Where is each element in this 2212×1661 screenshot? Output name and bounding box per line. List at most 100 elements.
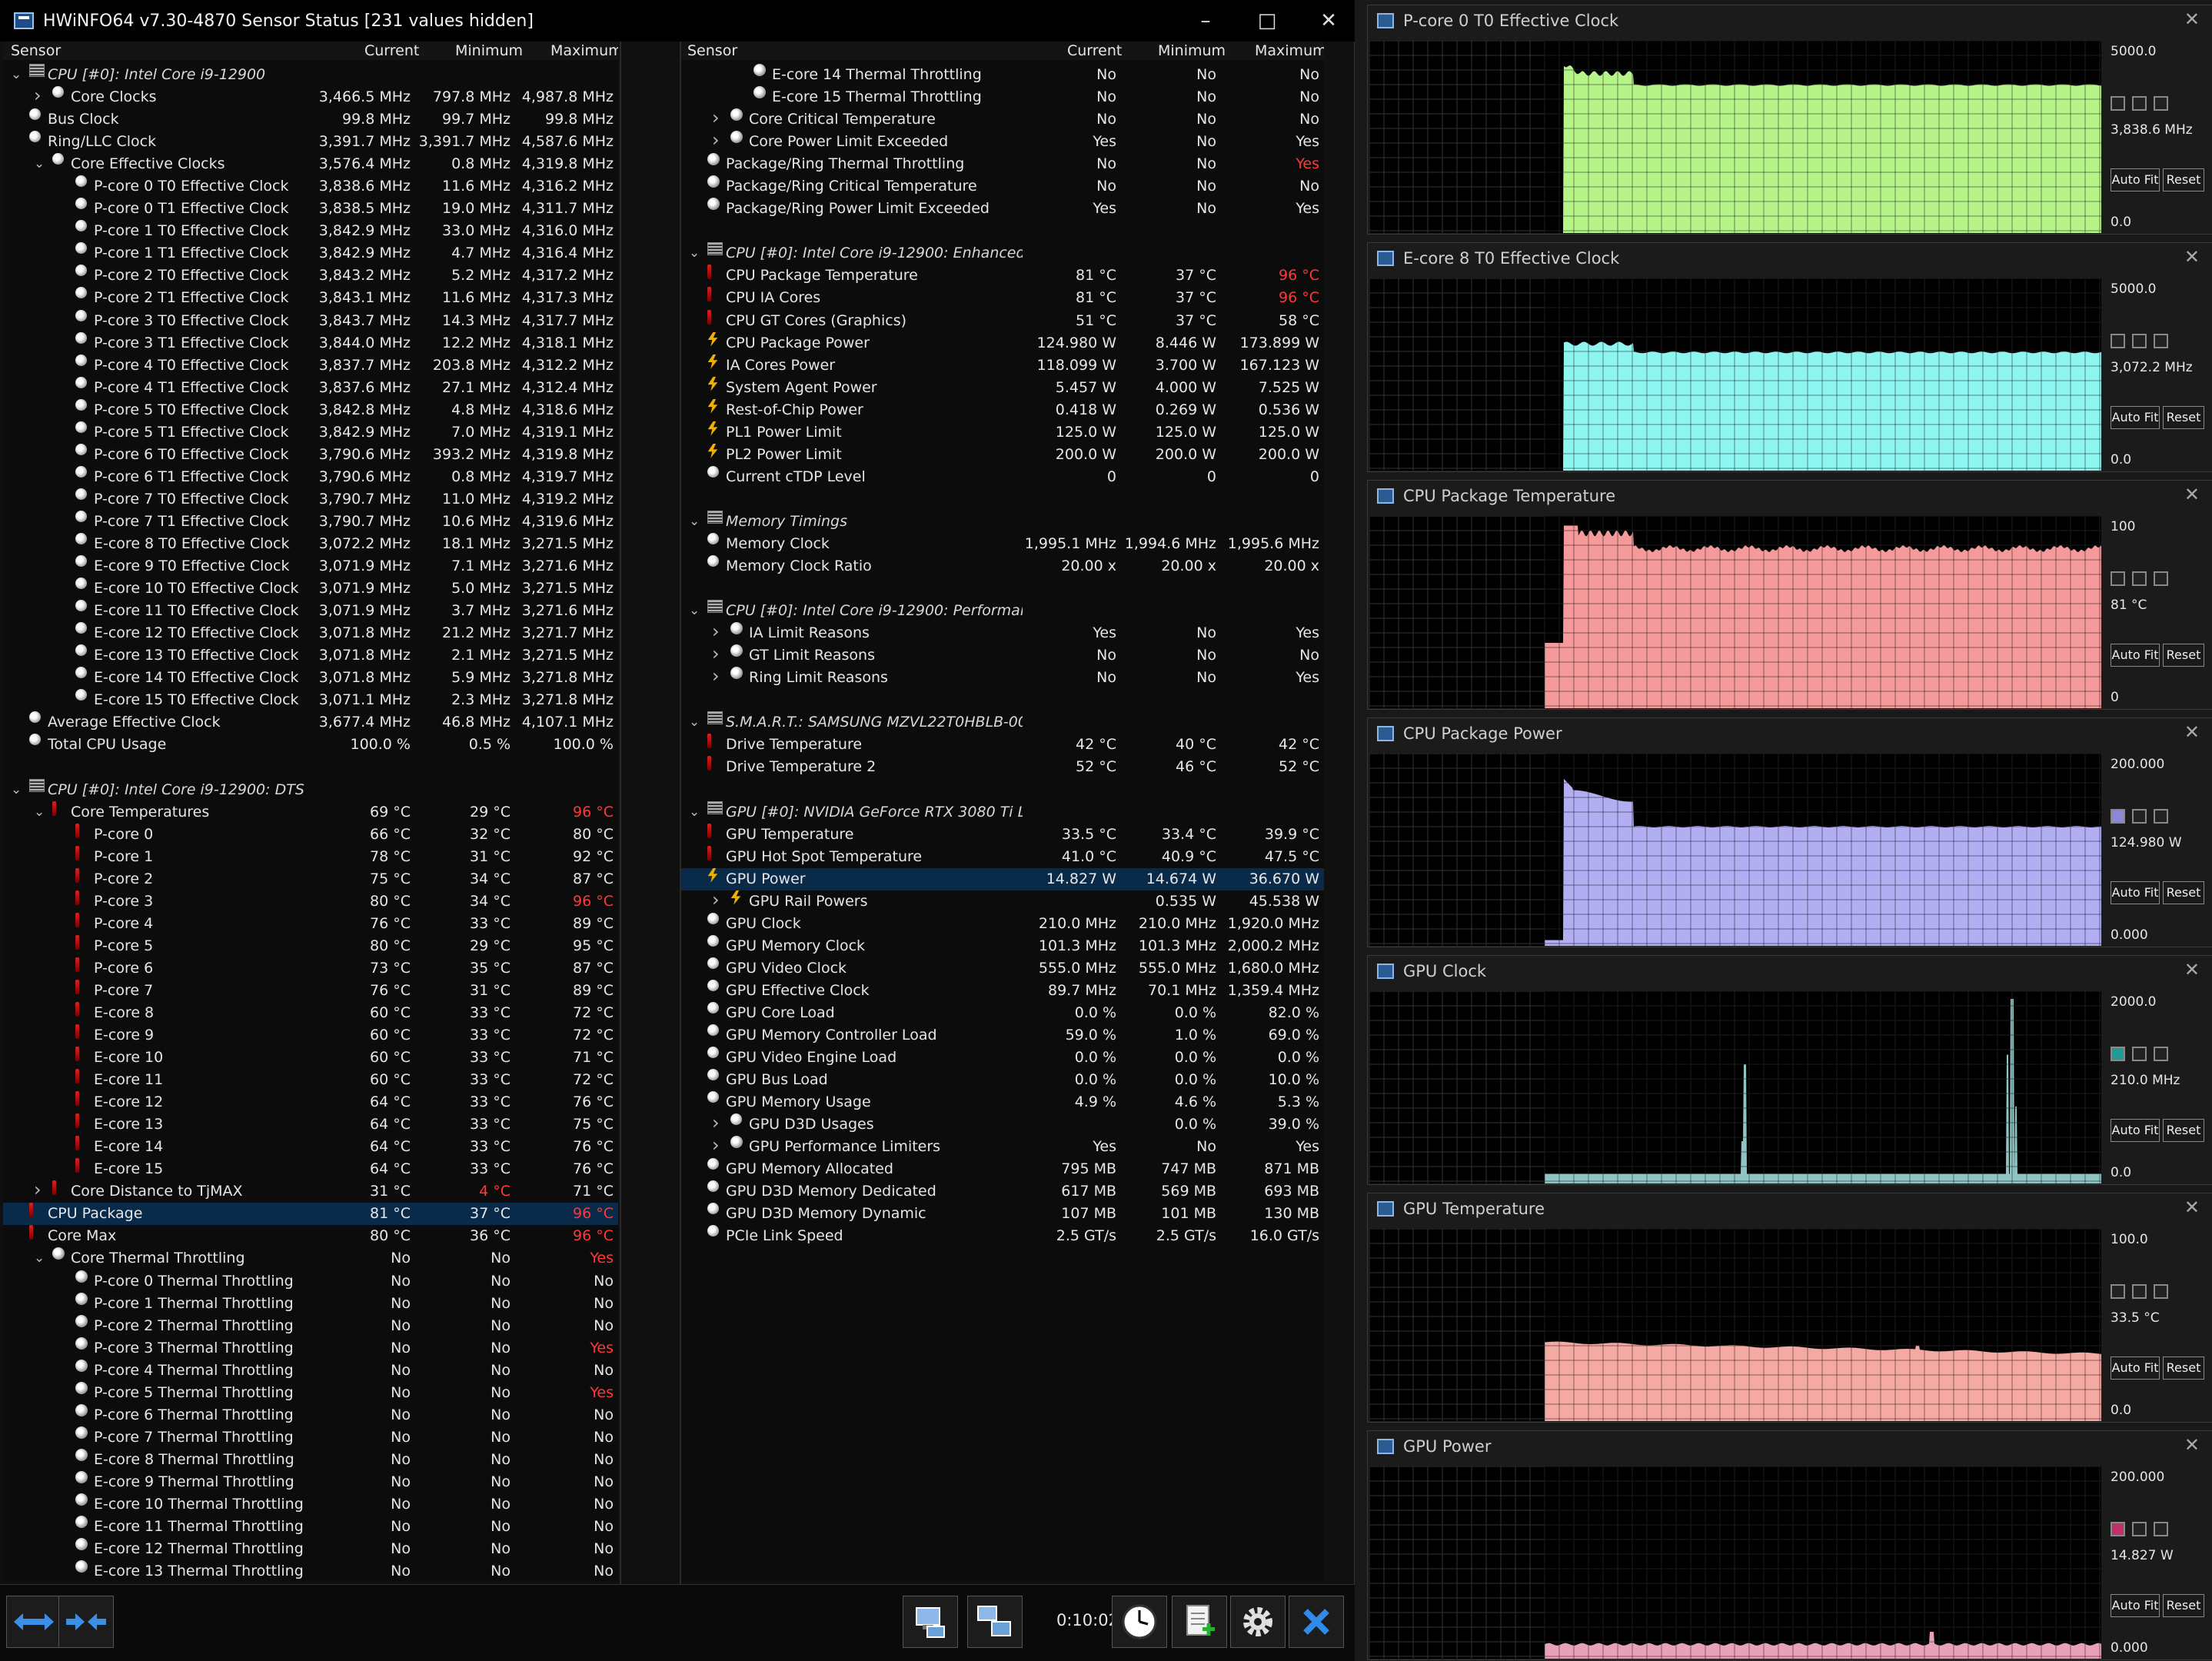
sensor-group-row[interactable]: ⌄ CPU [#0]: Intel Core i9-12900: Enhanced xyxy=(681,242,1324,265)
sensor-row[interactable]: GPU Effective Clock 89.7 MHz 70.1 MHz 1,359… xyxy=(681,979,1324,1002)
sensor-row[interactable]: P-core 2 Thermal Throttling No No No xyxy=(3,1314,618,1337)
sensor-row[interactable]: Core Max 80 °C 36 °C 96 °C xyxy=(3,1225,618,1247)
sensor-row[interactable]: › IA Limit Reasons Yes No Yes xyxy=(681,621,1324,644)
sensor-row[interactable]: P-core 6 73 °C 35 °C 87 °C xyxy=(3,957,618,980)
sensor-row[interactable]: E-core 11 60 °C 33 °C 72 °C xyxy=(3,1069,618,1091)
sensor-row[interactable]: P-core 1 T0 Effective Clock 3,842.9 MHz 33… xyxy=(3,220,618,242)
sensor-row[interactable]: P-core 5 80 °C 29 °C 95 °C xyxy=(3,934,618,957)
graph-window[interactable]: E-core 8 T0 Effective Clock ✕ 5000.0 3,072.… xyxy=(1367,242,2212,472)
sensor-row[interactable]: E-core 13 64 °C 33 °C 75 °C xyxy=(3,1113,618,1136)
collapse-chevron-icon[interactable]: ⌄ xyxy=(11,67,22,82)
sensor-row[interactable]: P-core 0 T1 Effective Clock 3,838.5 MHz 19… xyxy=(3,198,618,220)
graph-window[interactable]: P-core 0 T0 Effective Clock ✕ 5000.0 3,838.… xyxy=(1367,5,2212,235)
sensor-row[interactable]: GPU Memory Controller Load 59.0 % 1.0 % 69.… xyxy=(681,1024,1324,1047)
sensor-row[interactable]: Package/Ring Power Limit Exceeded Yes No Ye… xyxy=(681,198,1324,220)
sensor-row[interactable]: IA Cores Power 118.099 W 3.700 W 167.123 W xyxy=(681,354,1324,377)
sensor-row[interactable]: › GPU Performance Limiters Yes No Yes xyxy=(681,1134,1324,1158)
graph-color-swatch[interactable] xyxy=(2111,571,2125,586)
sensor-row[interactable]: P-core 1 T1 Effective Clock 3,842.9 MHz 4.… xyxy=(3,242,618,265)
sensor-row[interactable]: PL2 Power Limit 200.0 W 200.0 W 200.0 W xyxy=(681,443,1324,466)
sensor-row[interactable]: GPU D3D Memory Dedicated 617 MB 569 MB 693 … xyxy=(681,1180,1324,1203)
sensor-group-row[interactable]: ⌄ S.M.A.R.T.: SAMSUNG MZVL22T0HBLB-00B0..… xyxy=(681,711,1324,734)
graph-window[interactable]: CPU Package Temperature ✕ 100 81 °C Auto Fit… xyxy=(1367,480,2212,710)
reset-button[interactable]: Reset xyxy=(2163,644,2204,667)
sensor-row[interactable]: › GPU Rail Powers 0.535 W 45.538 W xyxy=(681,889,1324,913)
sensor-row[interactable]: E-core 10 Thermal Throttling No No No xyxy=(3,1493,618,1516)
graph-option-checkbox[interactable] xyxy=(2132,334,2147,348)
sensor-row[interactable]: Total CPU Usage 100.0 % 0.5 % 100.0 % xyxy=(3,734,618,756)
sensor-row[interactable]: P-core 6 T1 Effective Clock 3,790.6 MHz 0.… xyxy=(3,465,618,488)
expand-arrows-button[interactable] xyxy=(6,1596,62,1648)
sensor-row[interactable]: P-core 2 T0 Effective Clock 3,843.2 MHz 5.… xyxy=(3,265,618,287)
sensor-row[interactable]: ⌄ Core Temperatures 69 °C 29 °C 96 °C xyxy=(3,801,618,824)
graph-window[interactable]: CPU Package Power ✕ 200.000 124.980 W Auto F… xyxy=(1367,717,2212,947)
sensor-row[interactable]: E-core 13 T0 Effective Clock 3,071.8 MHz 2… xyxy=(3,644,618,667)
graph-option-checkbox[interactable] xyxy=(2154,1047,2168,1061)
maximize-button[interactable]: □ xyxy=(1257,9,1277,32)
header-maximum[interactable]: Maximum xyxy=(551,42,618,59)
sensor-row[interactable]: P-core 3 T1 Effective Clock 3,844.0 MHz 12… xyxy=(3,331,618,355)
sensor-row[interactable]: E-core 14 64 °C 33 °C 76 °C xyxy=(3,1136,618,1158)
collapse-arrows-button[interactable] xyxy=(58,1596,114,1648)
network-button[interactable] xyxy=(903,1596,958,1648)
auto-fit-button[interactable]: Auto Fit xyxy=(2111,644,2160,667)
sensor-row[interactable]: E-core 14 Thermal Throttling No No No xyxy=(681,64,1324,86)
sensor-row[interactable]: Package/Ring Thermal Throttling No No Yes xyxy=(681,153,1324,175)
collapse-chevron-icon[interactable]: ⌄ xyxy=(689,245,700,261)
sensor-row[interactable]: GPU Hot Spot Temperature 41.0 °C 40.9 °C 47… xyxy=(681,845,1324,868)
sensor-row[interactable]: P-core 3 80 °C 34 °C 96 °C xyxy=(3,890,618,913)
sensor-row[interactable]: P-core 3 T0 Effective Clock 3,843.7 MHz 14… xyxy=(3,309,618,332)
sensor-list-left[interactable]: Sensor Current Minimum Maximum ⌄ CPU [#0]… xyxy=(3,42,618,1581)
sensor-row[interactable]: P-core 4 T1 Effective Clock 3,837.6 MHz 27… xyxy=(3,376,618,399)
sensor-row[interactable]: E-core 10 60 °C 33 °C 71 °C xyxy=(3,1047,618,1069)
expand-chevron-icon[interactable]: › xyxy=(712,107,720,129)
sensor-row[interactable]: P-core 5 Thermal Throttling No No Yes xyxy=(3,1381,618,1404)
sensor-group-row[interactable]: ⌄ GPU [#0]: NVIDIA GeForce RTX 3080 Ti La… xyxy=(681,801,1324,824)
sensor-row[interactable]: CPU Package Power 124.980 W 8.446 W 173.899… xyxy=(681,331,1324,355)
sensor-row[interactable]: E-core 9 Thermal Throttling No No No xyxy=(3,1470,618,1493)
graph-close-icon[interactable]: ✕ xyxy=(2184,1197,2200,1218)
sensor-row[interactable]: GPU Clock 210.0 MHz 210.0 MHz 1,920.0 MHz xyxy=(681,912,1324,935)
graph-option-checkbox[interactable] xyxy=(2132,571,2147,586)
expand-chevron-icon[interactable]: › xyxy=(34,85,42,107)
graph-color-swatch[interactable] xyxy=(2111,1522,2125,1536)
sensor-row[interactable]: GPU Video Engine Load 0.0 % 0.0 % 0.0 % xyxy=(681,1047,1324,1069)
header-current[interactable]: Current xyxy=(364,42,420,59)
collapse-chevron-icon[interactable]: ⌄ xyxy=(689,513,700,529)
sensor-row[interactable]: System Agent Power 5.457 W 4.000 W 7.525 W xyxy=(681,376,1324,399)
sensor-group-row[interactable]: ⌄ Memory Timings xyxy=(681,510,1324,533)
graph-close-icon[interactable]: ✕ xyxy=(2184,8,2200,30)
graph-option-checkbox[interactable] xyxy=(2154,1284,2168,1299)
sensor-row[interactable]: ⌄ Core Effective Clocks 3,576.4 MHz 0.8 MHz… xyxy=(3,153,618,175)
reset-button[interactable]: Reset xyxy=(2163,1594,2204,1617)
sensor-row[interactable]: Memory Clock Ratio 20.00 x 20.00 x 20.00 x xyxy=(681,555,1324,578)
graph-color-swatch[interactable] xyxy=(2111,96,2125,111)
graph-option-checkbox[interactable] xyxy=(2132,1284,2147,1299)
expand-chevron-icon[interactable]: › xyxy=(712,621,720,643)
sensor-row[interactable]: › Core Critical Temperature No No No xyxy=(681,107,1324,131)
graph-option-checkbox[interactable] xyxy=(2132,96,2147,111)
sensor-row[interactable]: P-core 4 Thermal Throttling No No No xyxy=(3,1359,618,1382)
sensor-row[interactable]: › GT Limit Reasons No No No xyxy=(681,643,1324,667)
sensor-row[interactable]: P-core 5 T1 Effective Clock 3,842.9 MHz 7.… xyxy=(3,421,618,444)
sensor-row[interactable]: P-core 7 Thermal Throttling No No No xyxy=(3,1426,618,1449)
sensor-row[interactable]: E-core 8 T0 Effective Clock 3,072.2 MHz 18… xyxy=(3,532,618,555)
remote-button[interactable] xyxy=(967,1596,1023,1648)
sensor-row[interactable]: GPU Memory Allocated 795 MB 747 MB 871 MB xyxy=(681,1158,1324,1180)
settings-button[interactable] xyxy=(1230,1596,1286,1648)
sensor-row[interactable]: › Core Clocks 3,466.5 MHz 797.8 MHz 4,987.8 … xyxy=(3,85,618,108)
sensor-row[interactable]: P-core 7 T1 Effective Clock 3,790.7 MHz 10… xyxy=(3,510,618,533)
sensor-row[interactable]: › GPU D3D Usages 0.0 % 39.0 % xyxy=(681,1112,1324,1136)
sensor-row[interactable]: › Core Distance to TjMAX 31 °C 4 °C 71 °C xyxy=(3,1179,618,1203)
sensor-row[interactable]: GPU Video Clock 555.0 MHz 555.0 MHz 1,680.0… xyxy=(681,957,1324,980)
sensor-row[interactable]: GPU Power 14.827 W 14.674 W 36.670 W xyxy=(681,867,1324,890)
header-current[interactable]: Current xyxy=(1067,42,1123,59)
sensor-row[interactable]: Current cTDP Level 0 0 0 xyxy=(681,465,1324,488)
expand-chevron-icon[interactable]: › xyxy=(712,643,720,665)
sensor-row[interactable]: E-core 9 T0 Effective Clock 3,071.9 MHz 7.… xyxy=(3,555,618,578)
sensor-row[interactable]: P-core 0 Thermal Throttling No No No xyxy=(3,1270,618,1293)
graph-close-icon[interactable]: ✕ xyxy=(2184,246,2200,268)
auto-fit-button[interactable]: Auto Fit xyxy=(2111,406,2160,429)
sensor-row[interactable]: E-core 15 Thermal Throttling No No No xyxy=(681,86,1324,108)
sensor-row[interactable]: CPU Package Temperature 81 °C 37 °C 96 °C xyxy=(681,265,1324,287)
